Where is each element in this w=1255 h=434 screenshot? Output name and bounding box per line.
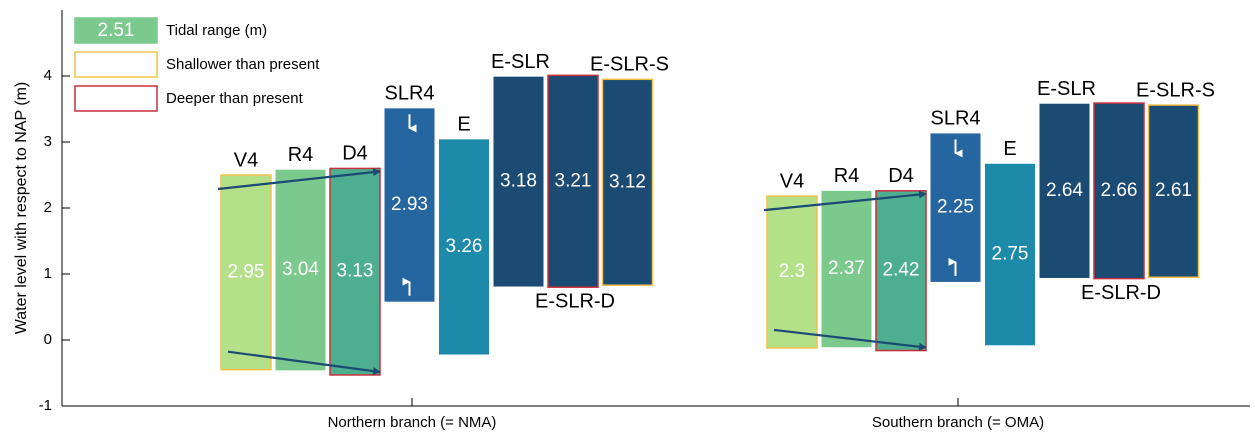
range-bar	[930, 133, 981, 282]
bar-name: E-SLR	[491, 51, 550, 73]
range-label: 2.25	[937, 197, 974, 218]
range-bar	[493, 76, 544, 287]
range-label: 3.26	[446, 236, 483, 257]
legend-swatch	[74, 17, 158, 44]
trend-arrow	[217, 168, 381, 191]
legend-label: Deeper than present	[166, 90, 304, 107]
range-label: 3.13	[337, 261, 374, 282]
bar-name: V4	[780, 170, 804, 192]
legend-label: Tidal range (m)	[166, 22, 267, 39]
y-tick-label: 1	[44, 265, 52, 282]
range-label: 3.04	[282, 259, 319, 280]
legend-label: Shallower than present	[166, 56, 320, 73]
bar-name: R4	[834, 165, 860, 187]
x-tick-label: Southern branch (= OMA)	[872, 414, 1044, 431]
range-bar	[220, 174, 272, 371]
range-label: 2.75	[992, 244, 1029, 265]
range-label: 2.61	[1155, 180, 1192, 201]
range-bar	[1093, 102, 1145, 280]
range-label: 2.66	[1101, 180, 1138, 201]
range-bar	[275, 169, 326, 371]
range-label: 3.18	[500, 171, 537, 192]
y-tick-label: 3	[44, 133, 52, 150]
bar-name: E-SLR-S	[1136, 79, 1215, 101]
bar-name: E-SLR-D	[535, 290, 615, 312]
range-bar	[547, 74, 599, 288]
x-tick-label: Northern branch (= NMA)	[328, 414, 497, 431]
bar-name: E	[457, 114, 470, 136]
bar-name: D4	[342, 143, 368, 165]
bar-name: E	[1003, 138, 1016, 160]
range-bar	[821, 190, 872, 348]
legend-swatch	[74, 51, 158, 78]
range-label: 2.42	[883, 260, 920, 281]
range-bar	[601, 78, 654, 286]
range-bar	[1147, 104, 1200, 279]
y-axis-label: Water level with respect to NAP (m)	[13, 82, 30, 335]
bar-name: E-SLR-D	[1081, 282, 1161, 304]
trend-arrow	[763, 190, 927, 212]
y-tick-label: 2	[44, 199, 52, 216]
bar-name: E-SLR	[1037, 78, 1096, 100]
range-label: 2.95	[228, 261, 265, 282]
range-bar	[1039, 103, 1090, 278]
y-tick-label: 4	[44, 67, 52, 84]
trend-arrow	[773, 328, 927, 351]
bar-name: D4	[888, 165, 914, 187]
trend-arrow	[227, 350, 381, 376]
bar-name: SLR4	[384, 83, 434, 105]
legend-sample: 2.51	[98, 20, 135, 41]
range-bar	[875, 190, 927, 352]
range-bar	[329, 167, 381, 376]
bar-name: R4	[288, 144, 314, 166]
y-tick-label: 0	[44, 331, 52, 348]
bar-name: V4	[234, 149, 258, 171]
range-label: 2.3	[779, 261, 805, 282]
range-bar	[766, 195, 818, 349]
range-label: 2.93	[391, 194, 428, 215]
y-tick-label: -1	[39, 397, 52, 414]
range-label: 3.21	[555, 170, 592, 191]
range-bar	[439, 139, 489, 355]
bar-name: SLR4	[930, 108, 980, 130]
range-label: 2.37	[828, 258, 865, 279]
range-label: 3.12	[609, 171, 646, 192]
range-bar	[985, 163, 1035, 346]
bar-name: E-SLR-S	[590, 54, 669, 76]
range-label: 2.64	[1046, 180, 1083, 201]
legend-swatch	[74, 85, 158, 112]
range-bar	[384, 108, 435, 302]
